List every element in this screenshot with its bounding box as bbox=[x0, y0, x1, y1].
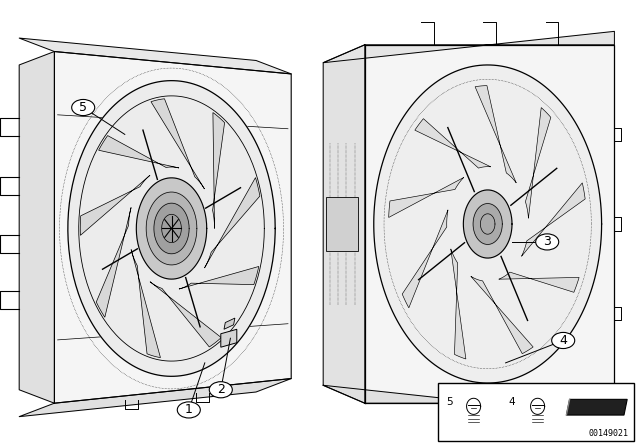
Polygon shape bbox=[326, 197, 358, 251]
Circle shape bbox=[536, 234, 559, 250]
Polygon shape bbox=[19, 38, 291, 74]
Polygon shape bbox=[96, 207, 131, 317]
Circle shape bbox=[72, 99, 95, 116]
Text: 5: 5 bbox=[447, 396, 453, 407]
Text: 5: 5 bbox=[79, 101, 87, 114]
Polygon shape bbox=[80, 175, 150, 235]
Polygon shape bbox=[131, 250, 161, 358]
Polygon shape bbox=[522, 183, 585, 256]
Polygon shape bbox=[162, 214, 181, 243]
Polygon shape bbox=[365, 45, 614, 403]
Polygon shape bbox=[146, 192, 197, 265]
Polygon shape bbox=[481, 214, 495, 234]
Polygon shape bbox=[499, 272, 579, 292]
Polygon shape bbox=[463, 190, 512, 258]
Polygon shape bbox=[224, 318, 235, 329]
FancyBboxPatch shape bbox=[438, 383, 634, 441]
Circle shape bbox=[552, 332, 575, 349]
Polygon shape bbox=[136, 178, 207, 279]
Polygon shape bbox=[402, 210, 448, 308]
Polygon shape bbox=[99, 136, 179, 168]
Polygon shape bbox=[19, 379, 291, 417]
Text: 1: 1 bbox=[185, 403, 193, 417]
Polygon shape bbox=[204, 177, 260, 268]
Polygon shape bbox=[415, 119, 491, 168]
Polygon shape bbox=[19, 52, 54, 403]
Polygon shape bbox=[388, 177, 464, 217]
Polygon shape bbox=[150, 282, 221, 347]
Text: 3: 3 bbox=[543, 235, 551, 249]
Polygon shape bbox=[323, 385, 614, 417]
Polygon shape bbox=[68, 81, 275, 376]
Text: 2: 2 bbox=[217, 383, 225, 396]
Polygon shape bbox=[475, 86, 516, 183]
Polygon shape bbox=[323, 31, 614, 63]
Polygon shape bbox=[212, 112, 225, 228]
Circle shape bbox=[177, 402, 200, 418]
Polygon shape bbox=[221, 329, 237, 347]
Polygon shape bbox=[471, 276, 533, 353]
Text: 4: 4 bbox=[509, 396, 515, 407]
Polygon shape bbox=[374, 65, 602, 383]
Polygon shape bbox=[154, 203, 189, 254]
Text: 4: 4 bbox=[559, 334, 567, 347]
Polygon shape bbox=[451, 249, 466, 359]
Text: 00149021: 00149021 bbox=[589, 429, 628, 438]
Polygon shape bbox=[525, 108, 551, 218]
Polygon shape bbox=[179, 267, 259, 289]
Polygon shape bbox=[473, 203, 502, 245]
Circle shape bbox=[209, 382, 232, 398]
Polygon shape bbox=[151, 99, 204, 189]
Polygon shape bbox=[566, 399, 627, 415]
Polygon shape bbox=[54, 52, 291, 403]
Polygon shape bbox=[323, 45, 365, 403]
